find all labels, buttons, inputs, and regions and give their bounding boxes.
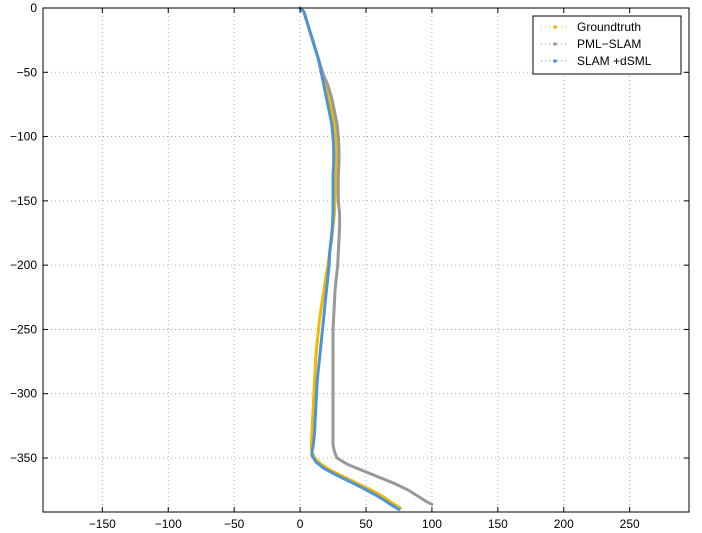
- legend-swatch-marker: [553, 25, 557, 29]
- x-tick-label: −50: [224, 517, 245, 531]
- legend-swatch-marker: [553, 59, 557, 63]
- x-tick-label: −150: [89, 517, 116, 531]
- series-line-1: [298, 6, 434, 506]
- y-tick-label: −350: [10, 451, 37, 465]
- y-tick-labels: 0 −50 −100 −150 −200 −250 −300 −350: [10, 1, 37, 465]
- x-tick-label: 150: [488, 517, 508, 531]
- x-tick-label: 100: [422, 517, 442, 531]
- legend-box: [532, 15, 682, 75]
- y-tick-label: −300: [10, 387, 37, 401]
- y-tick-label: −250: [10, 322, 37, 336]
- grid-lines: [43, 7, 689, 512]
- x-tick-label: 200: [554, 517, 574, 531]
- y-tick-label: −100: [10, 130, 37, 144]
- series-lines: [298, 6, 434, 511]
- series-line-2: [298, 6, 401, 511]
- x-tick-label: 50: [359, 517, 373, 531]
- legend-label: SLAM +dSML: [577, 54, 652, 68]
- legend-swatch-marker: [553, 42, 557, 46]
- y-tick-label: −150: [10, 194, 37, 208]
- legend: Groundtruth PML−SLAM SLAM +dSML: [532, 15, 682, 75]
- legend-label: PML−SLAM: [577, 37, 641, 51]
- y-tick-label: −50: [17, 65, 38, 79]
- axis-ticks: [43, 7, 689, 512]
- x-tick-labels: −150 −100 −50 0 50 100 150 200 250: [89, 517, 640, 531]
- legend-label: Groundtruth: [577, 20, 641, 34]
- series-line-0: [298, 6, 402, 510]
- x-tick-label: −100: [155, 517, 182, 531]
- y-tick-label: 0: [30, 1, 37, 15]
- y-tick-label: −200: [10, 258, 37, 272]
- x-tick-label: 0: [297, 517, 304, 531]
- x-tick-label: 250: [620, 517, 640, 531]
